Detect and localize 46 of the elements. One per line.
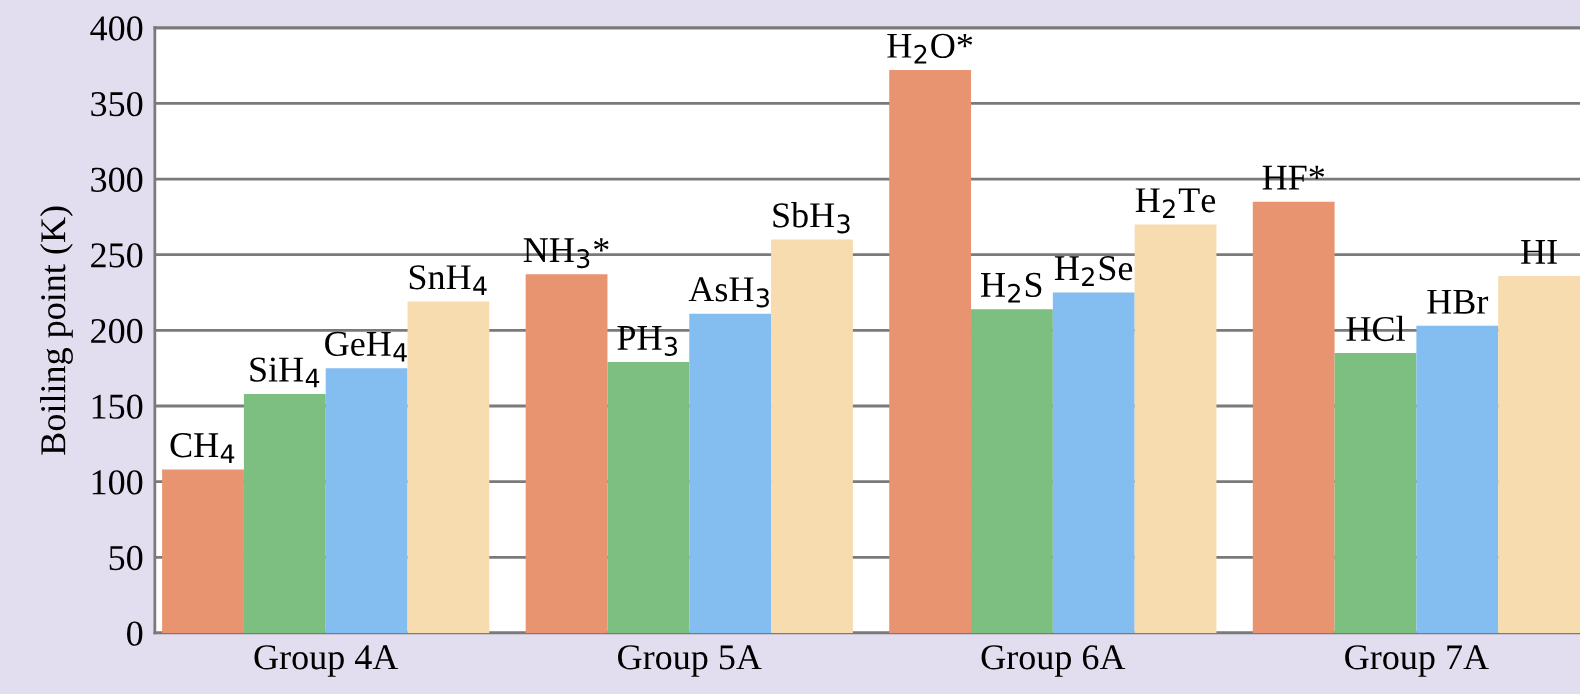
x-tick-label: Group 7A [1345,645,1489,677]
y-tick-label: 150 [92,394,143,419]
bar [325,368,408,633]
bar [243,393,326,633]
y-tick-label: 100 [92,470,143,495]
annotation: HCl [1346,315,1405,342]
y-tick-label: 300 [91,167,143,192]
annotation: HBr [1427,289,1489,314]
y-axis-title: Boiling point (K) [40,206,73,455]
annotation: SnH$_{4}$ [409,265,487,296]
bar [607,362,690,633]
bar [525,274,608,633]
y-tick-label: 0 [127,621,143,646]
y-tick-label: 350 [91,91,143,117]
y-tick-label: 200 [91,318,143,344]
bar [971,309,1053,633]
bar [162,469,244,633]
annotation: SiH$_{4}$ [250,357,320,388]
annotation: NH$_{3}$* [523,238,609,269]
y-tick-label: 250 [91,243,143,268]
bar [1252,201,1335,633]
annotation: HF* [1262,165,1325,190]
bar [889,70,972,633]
annotation: GeH$_{4}$ [325,331,407,362]
y-tick-label: 400 [90,16,143,41]
annotation: CH$_{4}$ [170,433,235,463]
bar [689,313,772,633]
annotation: H$_{2}$Se [1054,256,1133,286]
x-tick-label: Group 5A [618,645,762,677]
bar [1498,275,1580,633]
bar [407,301,490,633]
annotation: H$_{2}$Te [1135,188,1216,218]
annotation: H$_{2}$O* [887,33,973,64]
bar [1052,292,1135,633]
annotation: PH$_{3}$ [617,326,677,356]
annotation: H$_{2}$S [981,272,1042,303]
annotation: AsH$_{3}$ [688,277,769,308]
x-tick-label: Group 6A [981,645,1126,677]
bar [1416,325,1499,633]
bar [771,239,853,633]
y-tick-label: 50 [109,545,143,571]
bar [1134,224,1217,633]
annotation: SbH$_{3}$ [773,202,850,234]
annotation: HI [1521,240,1557,264]
bar [1334,353,1417,633]
x-tick-label: Group 4A [254,645,399,677]
